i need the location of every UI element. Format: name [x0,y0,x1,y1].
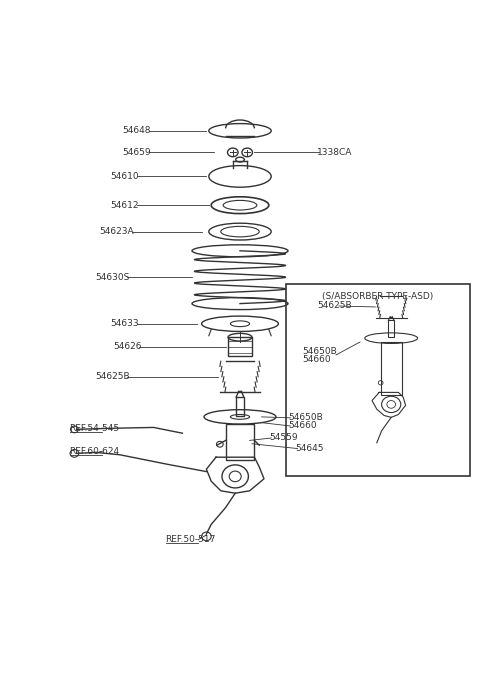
Bar [236,397,244,417]
Text: 54625B: 54625B [317,302,351,311]
Text: (S/ABSORBER TYPE-ASD): (S/ABSORBER TYPE-ASD) [323,291,433,300]
Text: 54660: 54660 [302,355,331,365]
Text: 54625B: 54625B [95,372,130,381]
Text: 54633: 54633 [110,319,139,328]
Text: 54623A: 54623A [100,227,134,236]
Text: 54648: 54648 [123,127,151,135]
Text: 54630S: 54630S [95,273,130,282]
Text: 54660: 54660 [288,421,317,430]
Text: REF.50-517: REF.50-517 [166,536,216,544]
Text: REF.54-545: REF.54-545 [70,424,120,433]
Bar [388,320,394,337]
Text: 54610: 54610 [110,172,139,181]
Text: 54645: 54645 [295,444,324,453]
Bar [228,337,252,356]
Text: REF.60-624: REF.60-624 [70,447,120,456]
Text: 1338CA: 1338CA [317,148,352,157]
Bar [226,424,254,460]
Text: 54650B: 54650B [288,413,323,422]
Text: 54612: 54612 [111,200,139,210]
Text: 54650B: 54650B [302,347,337,356]
Bar [286,285,470,476]
Text: 54626: 54626 [113,342,142,352]
Bar [381,342,402,395]
Text: 54559: 54559 [269,434,298,443]
Text: 54659: 54659 [122,148,151,157]
